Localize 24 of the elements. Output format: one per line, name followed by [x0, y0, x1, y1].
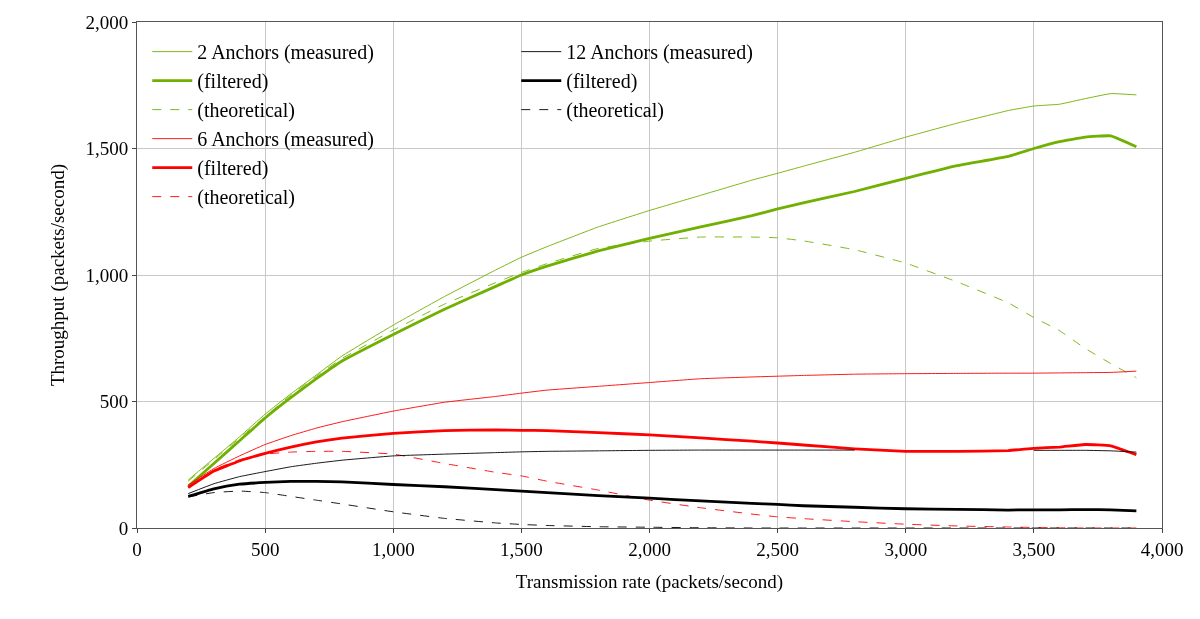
x-axis-title: Transmission rate (packets/second): [515, 570, 784, 593]
x-tick-label: 1,000: [371, 538, 415, 560]
y-tick-label: 500: [99, 391, 129, 413]
y-tick-label: 1,500: [85, 138, 129, 160]
x-tick-label: 2,000: [628, 538, 671, 560]
y-axis-title: Throughput (packets/second): [47, 163, 70, 387]
y-tick-label: 0: [118, 517, 129, 539]
legend-label: 12 Anchors (measured): [566, 41, 753, 65]
legend-label: (theoretical): [566, 99, 664, 123]
x-tick-label: 3,000: [884, 538, 928, 560]
y-tick-label: 2,000: [85, 11, 129, 33]
legend-label: (filtered): [566, 70, 638, 94]
x-tick-label: 2,500: [756, 538, 800, 560]
legend-label: (filtered): [197, 70, 269, 94]
legend-label: (filtered): [197, 157, 269, 181]
x-tick-label: 4,000: [1140, 538, 1184, 560]
x-tick-label: 3,500: [1012, 538, 1056, 560]
x-tick-label: 1,500: [499, 538, 543, 560]
legend-label: 6 Anchors (measured): [197, 128, 374, 152]
legend-label: 2 Anchors (measured): [197, 41, 374, 65]
legend-label: (theoretical): [197, 99, 295, 123]
x-tick-label: 500: [250, 538, 280, 560]
legend-label: (theoretical): [197, 186, 295, 210]
y-tick-label: 1,000: [85, 264, 129, 286]
